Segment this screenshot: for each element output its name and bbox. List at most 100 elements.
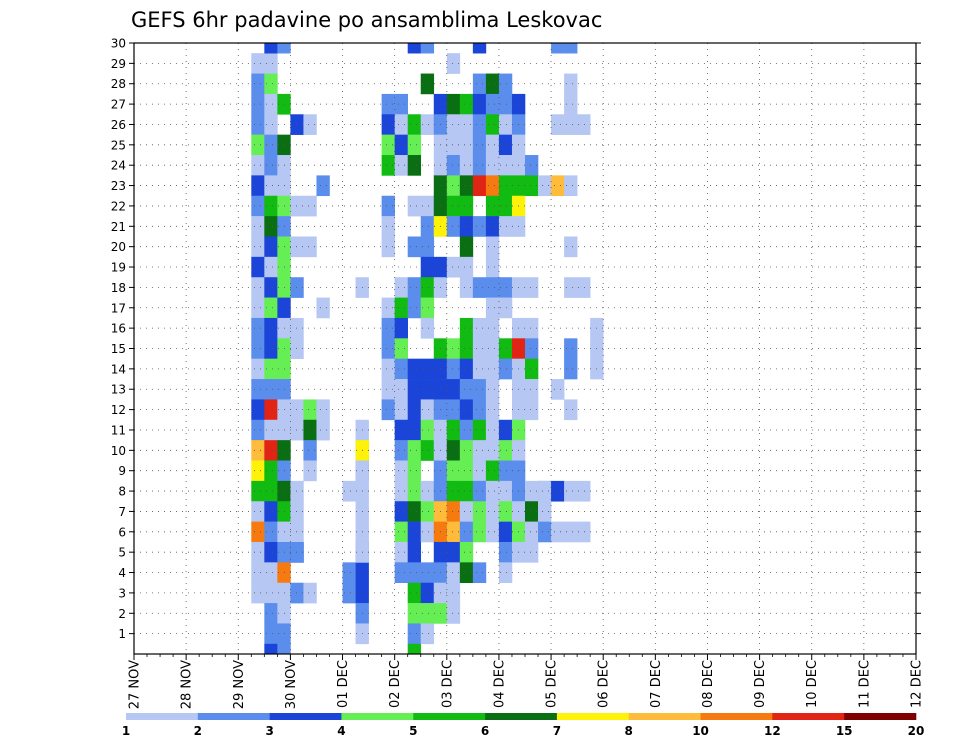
heatmap-cell [459,114,474,135]
heatmap-cell [264,236,278,258]
heatmap-cell [407,297,422,319]
heatmap-cell [420,317,435,339]
heatmap-cell [485,379,500,400]
heatmap-cell [407,134,422,156]
heatmap-cell [394,93,408,115]
heatmap-cell [498,460,513,482]
x-tick-label: 02 DEC [388,660,403,708]
heatmap-cell [303,582,317,604]
heatmap-cell [525,175,539,197]
heatmap-cell [303,114,317,135]
heatmap-cell [420,623,435,645]
heatmap-cell [303,236,317,258]
heatmap-cell [420,521,435,543]
heatmap-cell [407,419,422,441]
heatmap-cell [381,317,395,339]
heatmap-cell [264,43,278,54]
heatmap-cell [551,521,565,543]
heatmap-cell [472,562,487,584]
y-tick-label: 30 [111,37,126,51]
heatmap-cell [538,501,552,522]
heatmap-cell [498,358,513,380]
heatmap-cell [251,521,265,543]
heatmap-cell [446,114,461,135]
heatmap-cell [446,256,461,278]
heatmap-cell [472,73,487,95]
heatmap-cell [459,93,474,115]
heatmap-cell [525,155,539,176]
heatmap-cell [420,582,435,604]
x-tick-label: 05 DEC [545,660,560,708]
colorbar-swatch [413,713,486,720]
heatmap-cell [264,643,278,655]
heatmap-cell [577,480,591,502]
heatmap-cell [420,236,435,258]
heatmap-cell [446,399,461,421]
y-tick-label: 10 [111,444,126,458]
heatmap-cell [472,175,487,197]
heatmap-cell [251,582,265,604]
heatmap-cell [564,399,578,421]
x-tick-label: 07 DEC [649,660,664,708]
heatmap-cell [485,195,500,217]
heatmap-cell [290,338,304,359]
heatmap-cell [498,338,513,359]
y-tick-label: 4 [118,566,126,580]
y-tick-label: 14 [111,362,126,376]
heatmap-cell [251,480,265,502]
colorbar-swatch [341,713,414,720]
heatmap-cell [264,399,278,421]
heatmap-cell [394,460,408,482]
heatmap-cell [498,480,513,502]
heatmap-cell [407,236,422,258]
heatmap-cell [485,175,500,197]
heatmap-cell [264,195,278,217]
heatmap-cell [290,236,304,258]
y-tick-label: 28 [111,77,126,91]
heatmap-cell [577,521,591,543]
colorbar-swatch [269,713,342,720]
heatmap-cell [381,399,395,421]
heatmap-cell [251,358,265,380]
heatmap-cell [485,317,500,339]
heatmap-cell [498,501,513,522]
heatmap-cell [459,338,474,359]
heatmap-cell [251,338,265,359]
heatmap-cell [472,440,487,461]
heatmap-cell [459,501,474,522]
colorbar-label: 20 [908,724,925,738]
colorbar-label: 10 [692,724,709,738]
heatmap-cell [498,73,513,95]
heatmap-cell [459,562,474,584]
heatmap-cell [277,43,291,54]
x-tick-label: 03 DEC [440,660,455,708]
colorbar-swatch [556,713,630,720]
heatmap-cell [485,236,500,258]
heatmap-cell [472,460,487,482]
heatmap-cell [525,521,539,543]
heatmap-cell [394,155,408,176]
heatmap-cell [420,43,435,54]
heatmap-cell [381,338,395,359]
heatmap-cell [251,53,265,74]
heatmap-cell [420,195,435,217]
colorbar-swatch [700,713,773,720]
heatmap-cell [420,297,435,319]
heatmap-cell [381,155,395,176]
heatmap-cell [485,358,500,380]
heatmap-cell [472,43,487,54]
heatmap-cell [420,256,435,278]
heatmap-cell [472,93,487,115]
heatmap-cell [446,480,461,502]
heatmap-cell [498,155,513,176]
y-tick-label: 21 [111,220,126,234]
heatmap-cell [485,440,500,461]
heatmap-cell [264,338,278,359]
heatmap-cell [459,480,474,502]
heatmap-cell [264,297,278,319]
heatmap-cell [420,114,435,135]
heatmap-cell [564,236,578,258]
heatmap-cell [498,114,513,135]
heatmap-cell [251,317,265,339]
colorbar-label: 5 [409,724,417,738]
